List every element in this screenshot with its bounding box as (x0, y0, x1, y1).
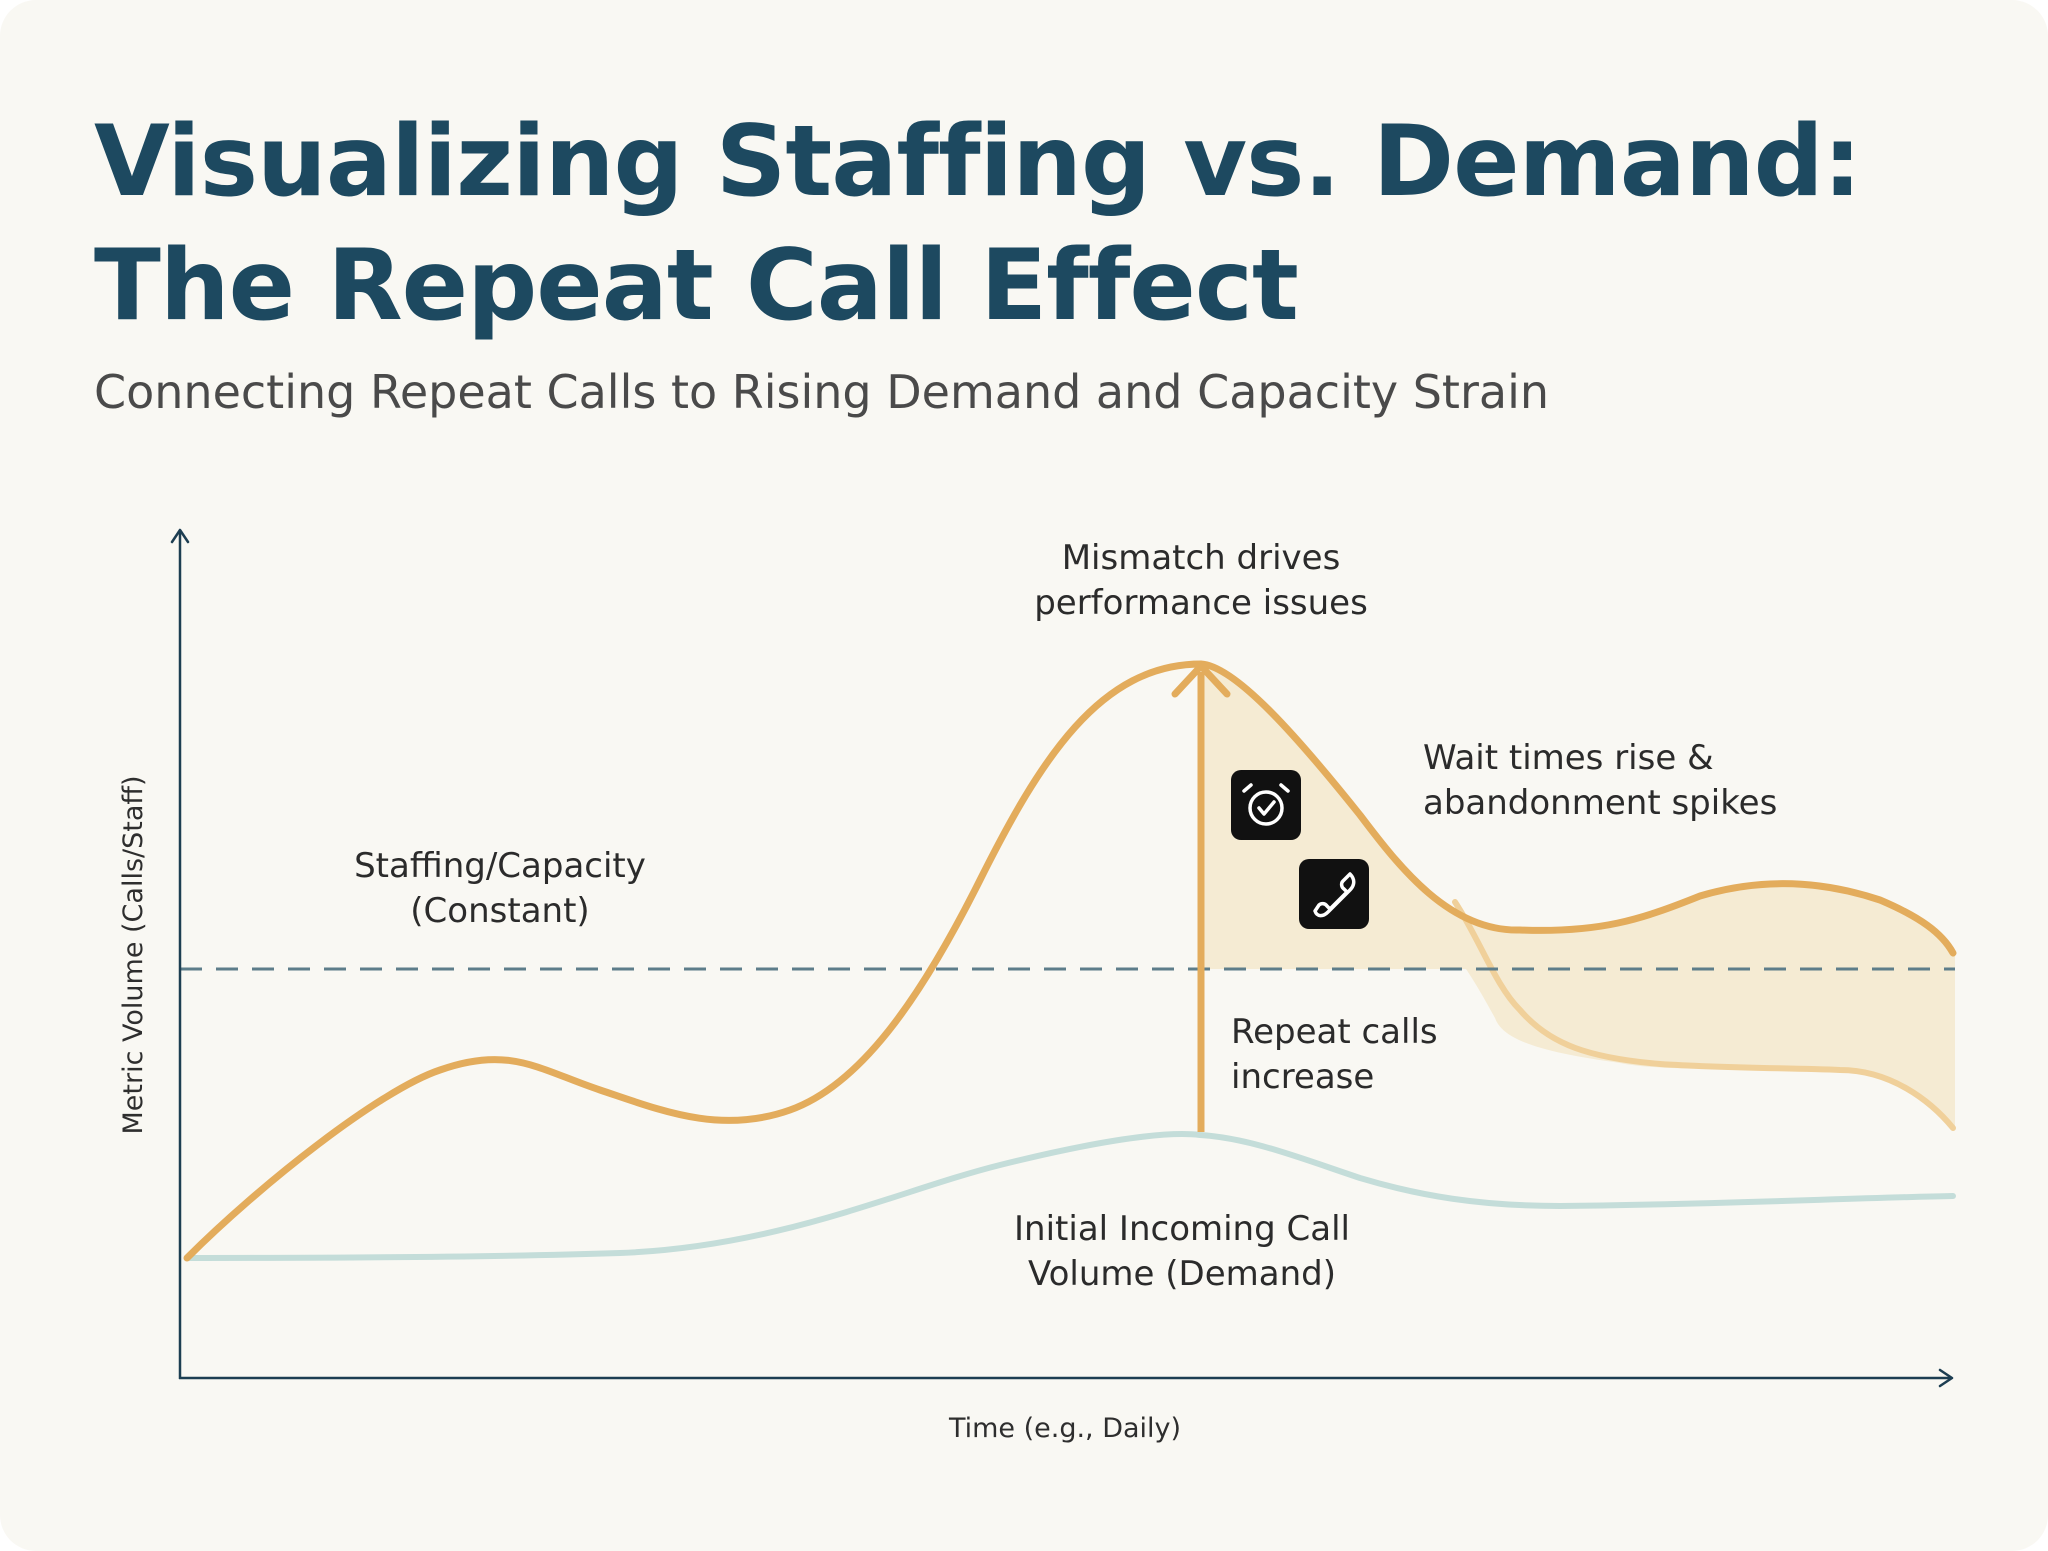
page-title: Visualizing Staffing vs. Demand: The Rep… (94, 100, 1862, 348)
mismatch-line-1: Mismatch drives (1062, 538, 1341, 578)
wait-line-1: Wait times rise & (1423, 738, 1714, 778)
x-axis-label: Time (e.g., Daily) (948, 1413, 1181, 1444)
repeat-calls-arrow-head (1171, 662, 1231, 698)
initial-line-2: Volume (Demand) (1028, 1254, 1336, 1294)
total-demand-line (183, 660, 1957, 1262)
x-axis (179, 1368, 1954, 1388)
y-axis-label: Metric Volume (Calls/Staff) (118, 775, 149, 1134)
wait-annotation: Wait times rise & abandonment spikes (1423, 738, 1777, 823)
title-line-2: The Repeat Call Effect (94, 229, 1299, 343)
phone-icon (1299, 859, 1369, 929)
repeat-annotation: Repeat calls increase (1231, 1012, 1438, 1097)
mismatch-annotation: Mismatch drives performance issues (1034, 538, 1368, 623)
alarm-clock-check-icon (1231, 770, 1301, 840)
total-demand-lower-branch (1452, 899, 1956, 1131)
mismatch-shaded-area (1201, 664, 1955, 1128)
staffing-annotation: Staffing/Capacity (Constant) (354, 846, 646, 931)
mismatch-line-2: performance issues (1034, 583, 1368, 623)
repeat-line-2: increase (1231, 1057, 1374, 1097)
staffing-line-1: Staffing/Capacity (354, 846, 646, 886)
title-line-1: Visualizing Staffing vs. Demand: (94, 105, 1862, 219)
page-subtitle: Connecting Repeat Calls to Rising Demand… (94, 365, 1549, 419)
staffing-line-2: (Constant) (410, 891, 589, 931)
repeat-line-1: Repeat calls (1231, 1012, 1438, 1052)
wait-line-2: abandonment spikes (1423, 783, 1777, 823)
initial-annotation: Initial Incoming Call Volume (Demand) (1014, 1209, 1350, 1294)
initial-line-1: Initial Incoming Call (1014, 1209, 1350, 1249)
initial-demand-line (184, 1131, 1956, 1261)
y-axis (170, 528, 190, 1379)
